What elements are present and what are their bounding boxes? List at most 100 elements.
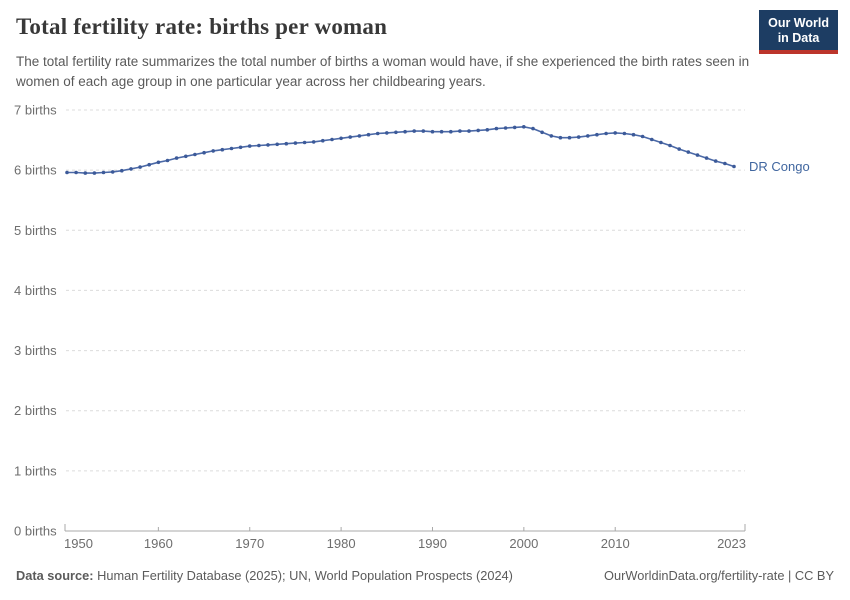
data-point [266, 143, 270, 147]
data-point [503, 126, 508, 130]
y-tick-label: 4 births [14, 283, 57, 298]
chart-subtitle: The total fertility rate summarizes the … [16, 54, 750, 89]
data-point [549, 134, 554, 138]
data-point [202, 150, 206, 155]
data-source-value: Human Fertility Database (2025); UN, Wor… [93, 568, 513, 583]
data-point [65, 170, 69, 175]
data-point [723, 161, 727, 166]
credit-link[interactable]: OurWorldinData.org/fertility-rate | CC B… [604, 568, 834, 583]
data-point [677, 147, 681, 151]
data-point [110, 170, 115, 174]
data-point [92, 171, 97, 175]
data-point [330, 137, 334, 142]
data-point [238, 145, 243, 150]
y-tick-label: 5 births [14, 223, 57, 238]
x-tick-label: 2000 [509, 536, 538, 551]
data-point [120, 168, 124, 173]
data-point [650, 137, 654, 142]
y-tick-label: 2 births [14, 403, 57, 418]
data-point [74, 170, 78, 175]
data-point [403, 129, 407, 134]
data-point [522, 125, 526, 129]
data-point [668, 143, 672, 148]
x-tick-label: 1950 [64, 536, 93, 551]
x-tick-label: 1960 [144, 536, 173, 551]
data-point [138, 165, 142, 169]
data-point [83, 171, 88, 175]
data-point [421, 129, 426, 133]
data-point [366, 132, 371, 137]
data-point [211, 149, 215, 153]
x-tick-label: 1970 [235, 536, 264, 551]
x-tick-label: 2010 [601, 536, 630, 551]
x-tick-label: 1990 [418, 536, 447, 551]
data-point [394, 130, 398, 135]
data-point [567, 135, 572, 140]
data-point [229, 146, 234, 151]
data-point [476, 128, 481, 133]
data-point [174, 156, 179, 160]
data-point [613, 131, 617, 135]
data-point [622, 131, 627, 136]
data-point [558, 135, 563, 140]
owid-logo-line1: Our World [768, 16, 829, 30]
data-point [640, 134, 645, 139]
data-point [695, 153, 700, 157]
data-point [686, 150, 691, 154]
data-point [311, 140, 316, 144]
data-point [257, 143, 261, 148]
data-source-label: Data source: [16, 568, 94, 583]
page-title: Total fertility rate: births per woman [16, 14, 388, 39]
owid-logo[interactable]: Our World in Data [759, 10, 838, 54]
data-point [101, 170, 106, 175]
data-point [193, 152, 197, 157]
y-tick-label: 3 births [14, 343, 57, 358]
data-point [430, 129, 435, 134]
data-point [165, 158, 170, 163]
y-tick-label: 7 births [14, 103, 57, 118]
data-point [129, 167, 133, 171]
data-source: Data source: Human Fertility Database (2… [16, 568, 513, 583]
x-tick-label: 2023 [717, 536, 746, 551]
y-tick-label: 0 births [14, 524, 57, 539]
data-point [704, 156, 709, 160]
data-point [713, 159, 718, 163]
data-point [284, 141, 289, 146]
data-point [540, 130, 544, 135]
data-point [339, 136, 343, 141]
data-point [348, 135, 353, 139]
data-point [184, 154, 188, 159]
data-point [494, 126, 499, 131]
y-tick-label: 6 births [14, 163, 57, 178]
data-point [576, 135, 581, 139]
data-point [586, 134, 590, 138]
data-point [604, 131, 608, 136]
data-point [531, 126, 535, 131]
data-point [302, 140, 307, 145]
data-point [485, 128, 490, 132]
data-point [275, 142, 280, 147]
data-point [467, 129, 471, 133]
data-point [595, 132, 599, 137]
entity-label: DR Congo [749, 159, 810, 174]
data-point [631, 132, 636, 137]
data-point [293, 141, 298, 145]
data-point [220, 147, 225, 152]
data-point [385, 131, 389, 135]
data-point [659, 140, 663, 145]
data-point [439, 129, 444, 134]
x-tick-label: 1980 [327, 536, 356, 551]
data-point [357, 134, 362, 138]
data-point [449, 129, 453, 134]
data-point [512, 125, 517, 130]
data-point [147, 162, 151, 167]
data-point [732, 164, 736, 169]
data-point [375, 131, 380, 136]
data-point [458, 129, 462, 133]
data-point [412, 129, 417, 133]
data-point [247, 144, 252, 148]
data-point [156, 160, 161, 165]
data-point [321, 138, 325, 143]
footer: Data source: Human Fertility Database (2… [16, 568, 834, 583]
